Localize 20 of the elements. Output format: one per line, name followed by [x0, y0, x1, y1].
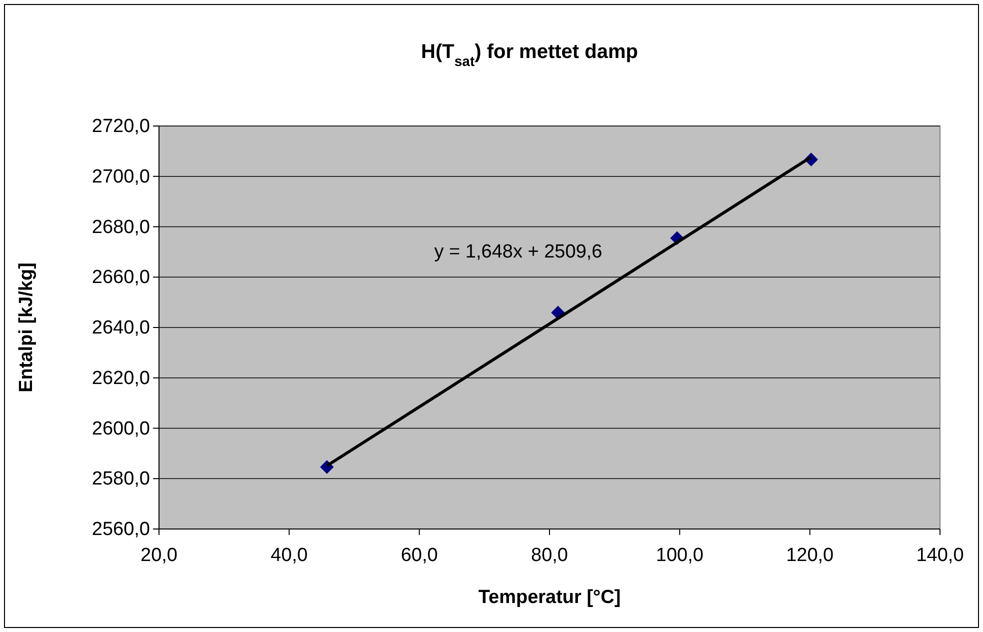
x-tick-label: 80,0: [531, 544, 568, 566]
chart-title: H(T$_{sat}$) for mettet damp: [421, 41, 638, 69]
y-axis-title: Entalpi [kJ/kg]: [16, 262, 37, 392]
annotation: y = 1,648x + 2509,6: [434, 242, 602, 263]
x-tick-label: 140,0: [916, 544, 964, 566]
x-tick-label: 100,0: [656, 544, 704, 566]
y-tick-label: 2680,0: [92, 216, 150, 238]
y-tick-label: 2640,0: [92, 318, 150, 339]
x-tick-label: 120,0: [786, 544, 834, 566]
y-tick-label: 2600,0: [92, 418, 150, 440]
x-axis-title: Temperatur [°C]: [478, 587, 621, 608]
x-tick-label: 20,0: [140, 544, 178, 566]
y-tick-label: 2720,0: [92, 116, 150, 138]
y-tick-label: 2700,0: [92, 166, 150, 188]
y-tick-label: 2560,0: [92, 519, 150, 540]
x-tick-label: 60,0: [400, 544, 438, 566]
y-tick-label: 2660,0: [92, 267, 150, 288]
y-tick-label: 2580,0: [92, 468, 150, 490]
y-tick-label: 2620,0: [92, 368, 150, 389]
x-tick-label: 40,0: [270, 544, 308, 566]
